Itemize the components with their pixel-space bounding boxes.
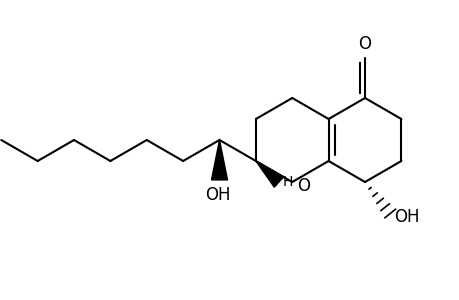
Text: OH: OH	[393, 208, 419, 226]
Polygon shape	[255, 161, 283, 187]
Text: OH: OH	[204, 186, 230, 204]
Polygon shape	[211, 140, 227, 180]
Text: O: O	[297, 177, 309, 195]
Text: O: O	[358, 35, 371, 53]
Text: H: H	[282, 175, 293, 189]
